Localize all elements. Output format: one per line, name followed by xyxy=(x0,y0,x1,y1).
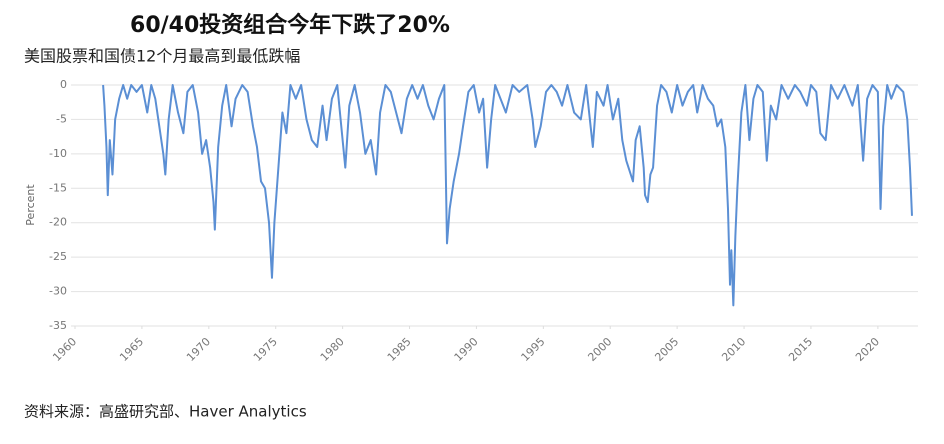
x-tick-label: 1960 xyxy=(50,335,79,364)
x-tick-label: 1985 xyxy=(385,335,414,364)
y-tick-label: -10 xyxy=(49,147,67,160)
y-tick-label: -30 xyxy=(49,285,67,298)
x-tick-label: 2015 xyxy=(786,335,815,364)
source-note: 资料来源：高盛研究部、Haver Analytics xyxy=(24,403,307,421)
y-axis-label: Percent xyxy=(24,184,37,226)
x-tick-label: 2020 xyxy=(853,335,882,364)
y-tick-label: 0 xyxy=(60,78,67,91)
y-tick-label: -5 xyxy=(56,112,67,125)
chart-title: 60/40投资组合今年下跌了20% xyxy=(130,12,450,38)
x-tick-label: 1990 xyxy=(452,335,481,364)
x-tick-label: 1975 xyxy=(251,335,280,364)
x-tick-label: 1980 xyxy=(318,335,347,364)
chart-subtitle: 美国股票和国债12个月最高到最低跌幅 xyxy=(24,47,300,66)
x-tick-label: 2005 xyxy=(652,335,681,364)
y-tick-label: -35 xyxy=(49,319,67,332)
y-tick-label: -15 xyxy=(49,181,67,194)
x-tick-label: 1965 xyxy=(117,335,146,364)
y-tick-label: -20 xyxy=(49,216,67,229)
x-tick-label: 1970 xyxy=(184,335,213,364)
data-line xyxy=(102,84,913,307)
x-tick-label: 1995 xyxy=(519,335,548,364)
y-tick-label: -25 xyxy=(49,250,67,263)
x-tick-label: 2000 xyxy=(585,335,614,364)
x-tick-label: 2010 xyxy=(719,335,748,364)
